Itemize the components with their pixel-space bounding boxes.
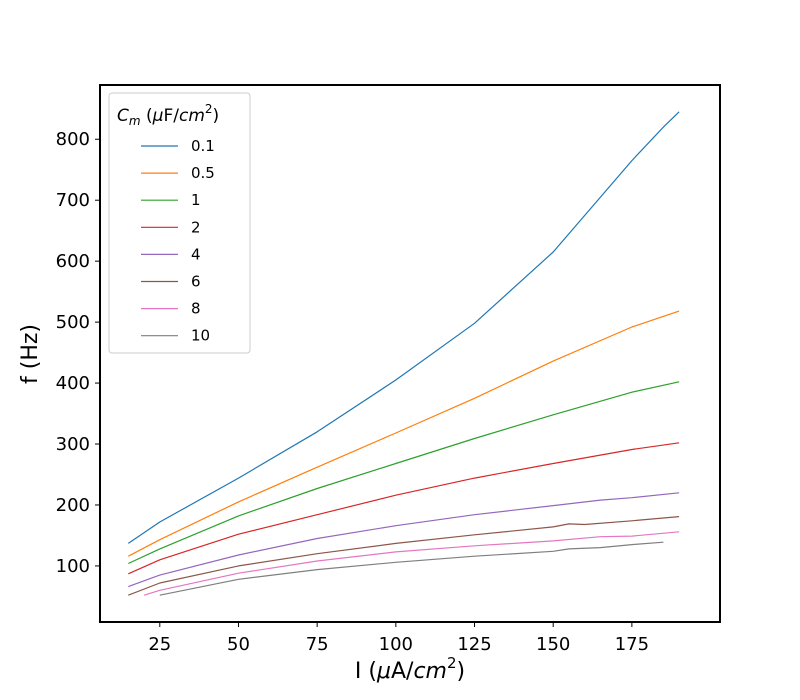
series-line-1 [128, 381, 680, 565]
series-line-6 [128, 516, 680, 596]
series-line-8 [143, 531, 680, 596]
plot-frame [99, 84, 721, 623]
y-tick-label: 800 [56, 129, 90, 150]
y-tick-label: 100 [56, 556, 90, 577]
legend-label-1: 1 [191, 191, 201, 209]
series-line-0.5 [128, 310, 680, 557]
series-line-2 [128, 442, 680, 575]
x-tick-label: 100 [379, 634, 413, 655]
y-axis-label: f (Hz) [18, 324, 43, 384]
legend-label-2: 2 [191, 218, 201, 236]
legend-items: 0.1 0.5 1 2 4 6 8 10 [141, 137, 215, 345]
legend-label-0.5: 0.5 [191, 164, 215, 182]
legend-label-4: 4 [191, 245, 201, 263]
x-tick-label: 50 [227, 634, 250, 655]
x-tick-label: 175 [615, 634, 649, 655]
legend-label-6: 6 [191, 273, 201, 291]
legend-label-0.1: 0.1 [191, 137, 215, 155]
axis-ticks: 25 50 75 100 125 150 175 100 200 300 400 500 600 700 8… [56, 129, 649, 655]
series-lines [127, 111, 680, 596]
y-tick-label: 600 [56, 251, 90, 272]
legend-label-10: 10 [191, 327, 210, 345]
x-tick-label: 75 [306, 634, 329, 655]
x-axis-label: I (μA/cm2) [355, 654, 465, 684]
series-line-0.1 [127, 111, 680, 544]
y-tick-label: 700 [56, 190, 90, 211]
legend-label-8: 8 [191, 300, 201, 318]
legend: Cm (μF/cm2) 0.1 0.5 1 2 4 6 8 10 [108, 92, 251, 354]
series-line-4 [128, 492, 680, 588]
y-tick-label: 500 [56, 312, 90, 333]
legend-title: Cm (μF/cm2) [117, 102, 219, 128]
x-tick-label: 150 [536, 634, 570, 655]
series-line-10 [159, 541, 664, 596]
x-tick-label: 125 [457, 634, 491, 655]
x-tick-label: 25 [148, 634, 171, 655]
y-tick-label: 300 [56, 434, 90, 455]
y-tick-label: 200 [56, 495, 90, 516]
legend-box [108, 92, 251, 354]
y-tick-label: 400 [56, 373, 90, 394]
